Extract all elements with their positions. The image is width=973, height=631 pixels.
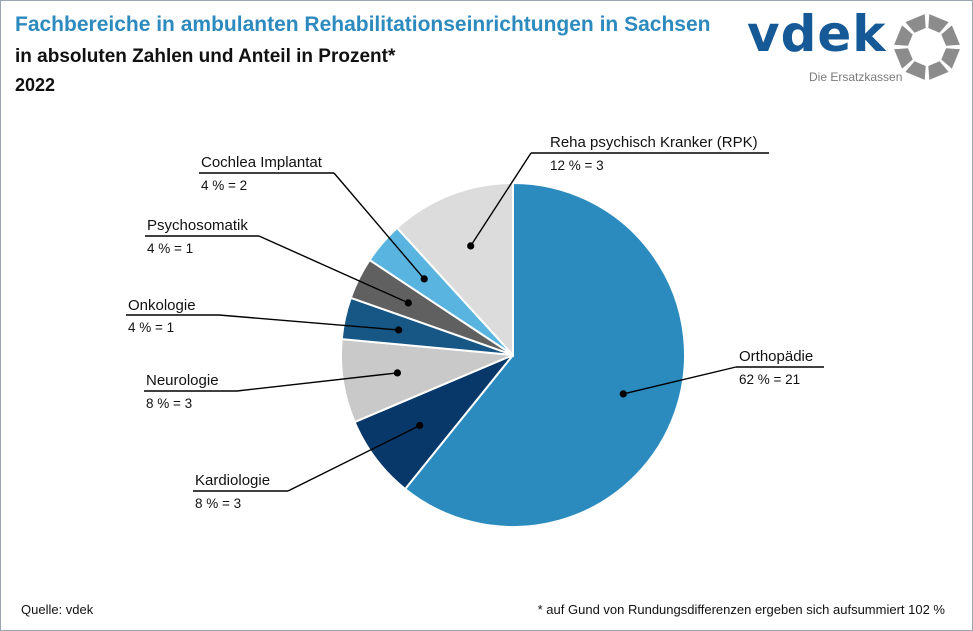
leader-dot-reha-psychisch-kranker-rpk <box>467 242 475 250</box>
logo-ring-segment <box>941 48 960 69</box>
chart-subtitle: in absoluten Zahlen und Anteil in Prozen… <box>15 46 396 67</box>
slice-label-neurologie: Neurologie <box>146 372 219 389</box>
slice-value-neurologie: 8 % = 3 <box>146 396 192 411</box>
slice-label-onkologie: Onkologie <box>128 297 196 314</box>
logo-ring-segment <box>905 14 926 33</box>
leader-dot-orthopaedie <box>619 390 627 398</box>
slice-value-reha-psychisch-kranker-rpk: 12 % = 3 <box>550 158 604 173</box>
footnote: * auf Gund von Rundungsdifferenzen ergeb… <box>537 602 945 617</box>
logo-ring-segment <box>928 61 949 80</box>
leader-line-orthopaedie <box>623 366 737 395</box>
logo-ring-segment <box>941 25 960 46</box>
pie-chart: Orthopädie 62 % = 21 Kardiologie 8 % = 3 Neu… <box>126 134 824 528</box>
slice-label-orthopaedie: Orthopädie <box>739 348 813 365</box>
logo-ring-segment <box>928 14 949 33</box>
logo-ring-segment <box>894 48 913 69</box>
vdek-logo: vdek Die Ersatzkassen <box>741 5 966 89</box>
leader-dot-psychosomatik <box>404 299 412 307</box>
pie-slice-orthopaedie <box>403 181 687 528</box>
leader-line-onkologie <box>218 314 399 331</box>
slice-value-onkologie: 4 % = 1 <box>128 320 174 335</box>
logo-ring-segment <box>894 25 913 46</box>
slice-value-cochlea-implantat: 4 % = 2 <box>201 178 247 193</box>
slice-label-cochlea-implantat: Cochlea Implantat <box>201 154 323 171</box>
logo-wordmark: vdek <box>747 5 887 63</box>
slice-label-reha-psychisch-kranker-rpk: Reha psychisch Kranker (RPK) <box>550 134 758 151</box>
logo-ring-icon <box>894 14 960 80</box>
chart-year: 2022 <box>15 75 56 95</box>
slice-label-psychosomatik: Psychosomatik <box>147 217 248 234</box>
leader-line-neurologie <box>236 372 398 392</box>
chart-title: Fachbereiche in ambulanten Rehabilitatio… <box>15 13 711 36</box>
slice-label-kardiologie: Kardiologie <box>195 472 270 489</box>
slice-value-kardiologie: 8 % = 3 <box>195 496 241 511</box>
leader-dot-neurologie <box>393 369 401 377</box>
source-note: Quelle: vdek <box>21 602 94 617</box>
slice-value-psychosomatik: 4 % = 1 <box>147 241 193 256</box>
leader-dot-cochlea-implantat <box>420 275 428 283</box>
slice-value-orthopaedie: 62 % = 21 <box>739 372 800 387</box>
leader-line-kardiologie <box>287 424 421 492</box>
leader-dot-onkologie <box>395 326 403 334</box>
leader-line-cochlea-implantat <box>333 172 425 280</box>
logo-ring-segment <box>905 61 926 80</box>
leader-line-reha-psychisch-kranker-rpk <box>470 152 532 247</box>
leader-dot-kardiologie <box>416 421 424 430</box>
leader-line-psychosomatik <box>258 235 409 304</box>
logo-tagline: Die Ersatzkassen <box>809 70 903 84</box>
